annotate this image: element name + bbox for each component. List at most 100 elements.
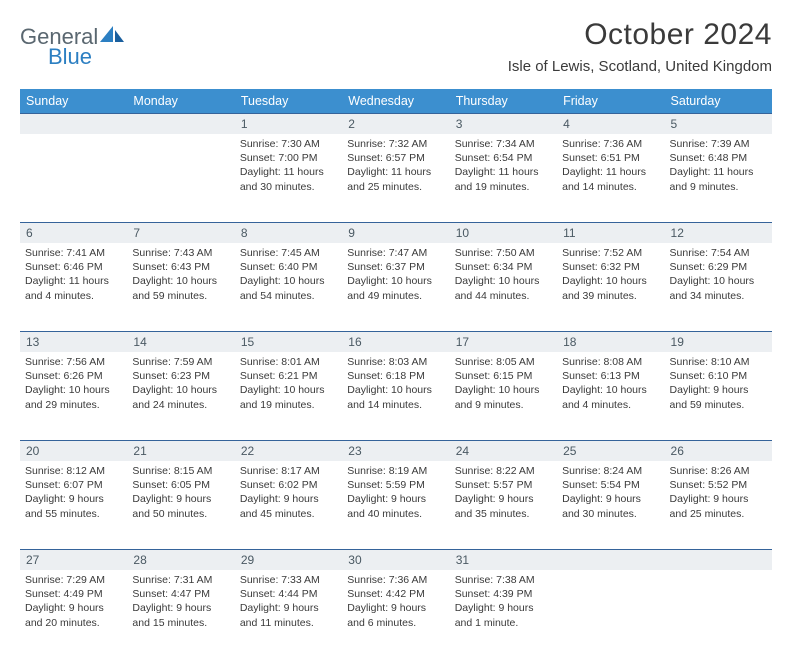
day-cell-body: Sunrise: 7:54 AMSunset: 6:29 PMDaylight:… <box>665 243 772 331</box>
day-number: 22 <box>235 440 342 461</box>
sunrise-line: Sunrise: 8:01 AM <box>240 355 337 369</box>
day-details: Sunrise: 7:47 AMSunset: 6:37 PMDaylight:… <box>342 243 449 307</box>
day-cell-body: Sunrise: 7:47 AMSunset: 6:37 PMDaylight:… <box>342 243 449 331</box>
day-cell-body <box>557 570 664 658</box>
day-details: Sunrise: 7:36 AMSunset: 6:51 PMDaylight:… <box>557 134 664 198</box>
sunset-line: Sunset: 6:02 PM <box>240 478 337 492</box>
daylight-line: Daylight: 10 hours and 39 minutes. <box>562 274 659 302</box>
week-daynum-row: 6789101112 <box>20 222 772 243</box>
day-cell-num <box>557 549 664 570</box>
weekday-header: Sunday <box>20 89 127 113</box>
day-details <box>557 570 664 577</box>
day-number: 18 <box>557 331 664 352</box>
sunrise-line: Sunrise: 7:36 AM <box>347 573 444 587</box>
sunrise-line: Sunrise: 7:41 AM <box>25 246 122 260</box>
day-details: Sunrise: 8:19 AMSunset: 5:59 PMDaylight:… <box>342 461 449 525</box>
sunset-line: Sunset: 6:07 PM <box>25 478 122 492</box>
sunset-line: Sunset: 6:26 PM <box>25 369 122 383</box>
day-details: Sunrise: 7:39 AMSunset: 6:48 PMDaylight:… <box>665 134 772 198</box>
day-cell-num: 5 <box>665 113 772 134</box>
day-details: Sunrise: 7:31 AMSunset: 4:47 PMDaylight:… <box>127 570 234 634</box>
day-cell-body: Sunrise: 7:45 AMSunset: 6:40 PMDaylight:… <box>235 243 342 331</box>
day-cell-body: Sunrise: 7:34 AMSunset: 6:54 PMDaylight:… <box>450 134 557 222</box>
daylight-line: Daylight: 10 hours and 19 minutes. <box>240 383 337 411</box>
day-cell-body: Sunrise: 7:36 AMSunset: 4:42 PMDaylight:… <box>342 570 449 658</box>
sunset-line: Sunset: 6:29 PM <box>670 260 767 274</box>
day-cell-body: Sunrise: 7:38 AMSunset: 4:39 PMDaylight:… <box>450 570 557 658</box>
day-cell-body: Sunrise: 8:24 AMSunset: 5:54 PMDaylight:… <box>557 461 664 549</box>
day-cell-num: 15 <box>235 331 342 352</box>
day-details <box>127 134 234 141</box>
day-details: Sunrise: 7:56 AMSunset: 6:26 PMDaylight:… <box>20 352 127 416</box>
day-number: 5 <box>665 113 772 134</box>
daylight-line: Daylight: 11 hours and 19 minutes. <box>455 165 552 193</box>
calendar-body: 12345Sunrise: 7:30 AMSunset: 7:00 PMDayl… <box>20 113 772 658</box>
day-cell-body: Sunrise: 8:08 AMSunset: 6:13 PMDaylight:… <box>557 352 664 440</box>
daylight-line: Daylight: 10 hours and 59 minutes. <box>132 274 229 302</box>
day-cell-num: 6 <box>20 222 127 243</box>
sunset-line: Sunset: 5:57 PM <box>455 478 552 492</box>
day-cell-num: 31 <box>450 549 557 570</box>
calendar-table: Sunday Monday Tuesday Wednesday Thursday… <box>20 89 772 658</box>
day-cell-num: 9 <box>342 222 449 243</box>
sunrise-line: Sunrise: 8:17 AM <box>240 464 337 478</box>
day-details: Sunrise: 8:01 AMSunset: 6:21 PMDaylight:… <box>235 352 342 416</box>
day-number: 10 <box>450 222 557 243</box>
day-cell-body: Sunrise: 8:15 AMSunset: 6:05 PMDaylight:… <box>127 461 234 549</box>
day-number: 2 <box>342 113 449 134</box>
day-cell-body: Sunrise: 8:19 AMSunset: 5:59 PMDaylight:… <box>342 461 449 549</box>
week-daynum-row: 13141516171819 <box>20 331 772 352</box>
daylight-line: Daylight: 10 hours and 29 minutes. <box>25 383 122 411</box>
sunset-line: Sunset: 6:57 PM <box>347 151 444 165</box>
sunset-line: Sunset: 5:54 PM <box>562 478 659 492</box>
daylight-line: Daylight: 9 hours and 6 minutes. <box>347 601 444 629</box>
sunrise-line: Sunrise: 7:47 AM <box>347 246 444 260</box>
day-number: 28 <box>127 549 234 570</box>
sunset-line: Sunset: 6:23 PM <box>132 369 229 383</box>
day-number: 12 <box>665 222 772 243</box>
sunrise-line: Sunrise: 7:45 AM <box>240 246 337 260</box>
day-details: Sunrise: 7:29 AMSunset: 4:49 PMDaylight:… <box>20 570 127 634</box>
day-cell-num: 24 <box>450 440 557 461</box>
sunset-line: Sunset: 6:37 PM <box>347 260 444 274</box>
day-cell-num <box>20 113 127 134</box>
day-details: Sunrise: 7:32 AMSunset: 6:57 PMDaylight:… <box>342 134 449 198</box>
day-number: 26 <box>665 440 772 461</box>
sunset-line: Sunset: 6:43 PM <box>132 260 229 274</box>
sunrise-line: Sunrise: 7:30 AM <box>240 137 337 151</box>
day-number: 1 <box>235 113 342 134</box>
day-cell-num: 14 <box>127 331 234 352</box>
day-cell-body: Sunrise: 7:43 AMSunset: 6:43 PMDaylight:… <box>127 243 234 331</box>
daylight-line: Daylight: 9 hours and 55 minutes. <box>25 492 122 520</box>
day-number <box>127 113 234 134</box>
page-title: October 2024 <box>508 18 772 52</box>
daylight-line: Daylight: 11 hours and 14 minutes. <box>562 165 659 193</box>
day-cell-body: Sunrise: 7:33 AMSunset: 4:44 PMDaylight:… <box>235 570 342 658</box>
day-number: 8 <box>235 222 342 243</box>
day-cell-body: Sunrise: 7:39 AMSunset: 6:48 PMDaylight:… <box>665 134 772 222</box>
week-body-row: Sunrise: 7:29 AMSunset: 4:49 PMDaylight:… <box>20 570 772 658</box>
day-cell-body: Sunrise: 8:03 AMSunset: 6:18 PMDaylight:… <box>342 352 449 440</box>
sunrise-line: Sunrise: 8:22 AM <box>455 464 552 478</box>
sunrise-line: Sunrise: 8:19 AM <box>347 464 444 478</box>
daylight-line: Daylight: 11 hours and 9 minutes. <box>670 165 767 193</box>
weekday-header: Tuesday <box>235 89 342 113</box>
day-cell-body: Sunrise: 7:31 AMSunset: 4:47 PMDaylight:… <box>127 570 234 658</box>
sunset-line: Sunset: 6:13 PM <box>562 369 659 383</box>
day-cell-num: 18 <box>557 331 664 352</box>
day-cell-body: Sunrise: 7:29 AMSunset: 4:49 PMDaylight:… <box>20 570 127 658</box>
daylight-line: Daylight: 10 hours and 44 minutes. <box>455 274 552 302</box>
sunrise-line: Sunrise: 8:08 AM <box>562 355 659 369</box>
weekday-header-row: Sunday Monday Tuesday Wednesday Thursday… <box>20 89 772 113</box>
sunrise-line: Sunrise: 8:05 AM <box>455 355 552 369</box>
sunrise-line: Sunrise: 7:36 AM <box>562 137 659 151</box>
day-number: 9 <box>342 222 449 243</box>
daylight-line: Daylight: 10 hours and 4 minutes. <box>562 383 659 411</box>
daylight-line: Daylight: 10 hours and 54 minutes. <box>240 274 337 302</box>
day-details: Sunrise: 8:08 AMSunset: 6:13 PMDaylight:… <box>557 352 664 416</box>
day-details: Sunrise: 8:05 AMSunset: 6:15 PMDaylight:… <box>450 352 557 416</box>
day-details: Sunrise: 8:26 AMSunset: 5:52 PMDaylight:… <box>665 461 772 525</box>
weekday-header: Friday <box>557 89 664 113</box>
day-details: Sunrise: 8:17 AMSunset: 6:02 PMDaylight:… <box>235 461 342 525</box>
day-cell-body: Sunrise: 7:41 AMSunset: 6:46 PMDaylight:… <box>20 243 127 331</box>
